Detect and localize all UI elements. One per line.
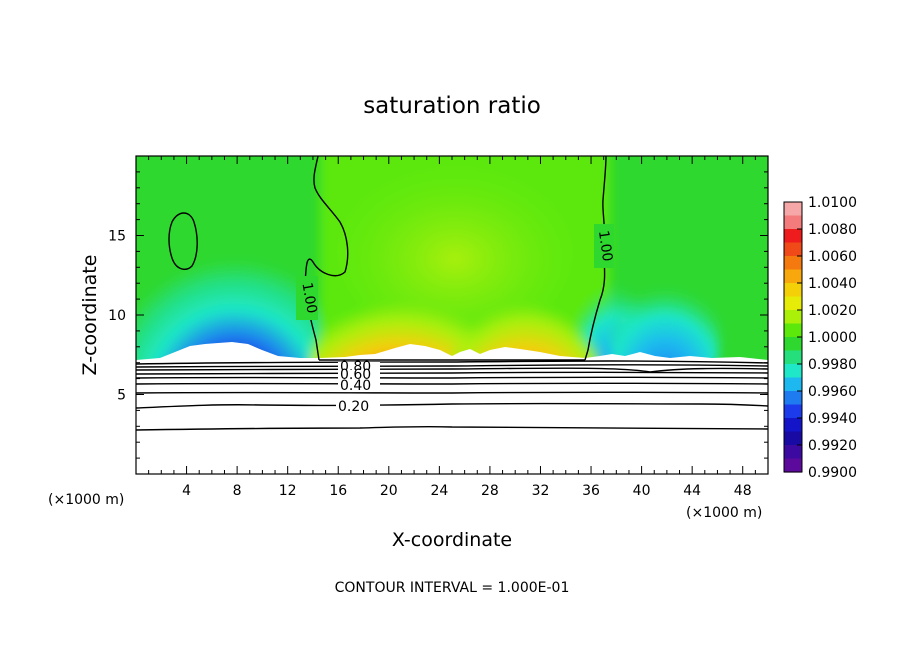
y-tick-label: 15 xyxy=(108,229,126,245)
colorbar-label: 0.9920 xyxy=(808,438,857,454)
contour-line xyxy=(136,364,768,368)
x-tick-label: 48 xyxy=(734,483,752,499)
surface-terrain xyxy=(136,342,768,474)
contour-line xyxy=(136,391,768,394)
colorbar-swatch xyxy=(784,458,802,473)
contour-label-bg xyxy=(336,399,380,412)
y-axis: 5 10 15 xyxy=(108,171,768,459)
colorbar-swatch xyxy=(784,418,802,433)
contour-line xyxy=(136,402,768,409)
contour-line xyxy=(136,425,768,431)
colorbar-swatch xyxy=(784,337,802,352)
colorbar-swatch xyxy=(784,350,802,365)
contour-line xyxy=(136,376,768,379)
x-tick-label: 40 xyxy=(633,483,651,499)
contour-label-bg xyxy=(338,362,380,372)
colorbar: 1.0100 1.0080 1.0060 1.0040 1.0020 1.0000 0.99… xyxy=(783,195,857,481)
x-tick-label: 16 xyxy=(329,483,347,499)
contour-label-bg xyxy=(338,380,380,391)
x-tick-label: 4 xyxy=(182,483,191,499)
colorbar-swatch xyxy=(784,215,802,230)
x-tick-label: 24 xyxy=(430,483,448,499)
x-axis: 4 8 12 16 20 24 28 32 36 40 44 48 xyxy=(148,156,756,499)
colorbar-swatch xyxy=(784,323,802,338)
x-tick-label: 20 xyxy=(380,483,398,499)
colorbar-swatch xyxy=(784,269,802,284)
colorbar-label: 1.0080 xyxy=(808,222,857,238)
colorbar-label: 0.9900 xyxy=(808,465,857,481)
contour-label: 1.00 xyxy=(298,281,319,314)
y-tick-label: 10 xyxy=(108,308,126,324)
contour-line xyxy=(136,382,768,385)
y-axis-label: Z-coordinate xyxy=(79,255,101,376)
colorbar-swatch xyxy=(784,256,802,271)
x-tick-label: 12 xyxy=(279,483,297,499)
contour-line xyxy=(136,367,768,373)
x-tick-label: 36 xyxy=(582,483,600,499)
colorbar-swatch xyxy=(784,242,802,257)
x-units-left: (×1000 m) xyxy=(48,492,124,508)
contour-line xyxy=(136,371,768,375)
contour-label: 0.60 xyxy=(340,367,371,383)
surface-contours xyxy=(136,360,768,431)
colorbar-label: 1.0060 xyxy=(808,249,857,265)
x-tick-label: 32 xyxy=(532,483,550,499)
contour-labels: 1.00 1.00 0.80 0.60 0.40 0.20 xyxy=(296,224,615,415)
colorbar-swatch xyxy=(784,377,802,392)
contour-label-bg xyxy=(296,276,318,320)
contour-line xyxy=(136,360,768,365)
colorbar-label: 1.0000 xyxy=(808,330,857,346)
contour-interval-note: CONTOUR INTERVAL = 1.000E-01 xyxy=(335,580,570,596)
x-tick-label: 44 xyxy=(683,483,701,499)
colorbar-swatch xyxy=(784,431,802,446)
colorbar-swatch xyxy=(784,202,802,217)
x-tick-label: 28 xyxy=(481,483,499,499)
y-tick-label: 5 xyxy=(117,388,126,404)
colorbar-swatch xyxy=(784,283,802,298)
colorbar-label: 1.0100 xyxy=(808,195,857,211)
colorbar-swatch xyxy=(784,310,802,325)
contour-label-bg xyxy=(338,370,380,380)
saturation-field xyxy=(136,156,768,474)
chart-title: saturation ratio xyxy=(363,93,541,119)
colorbar-swatch xyxy=(784,404,802,419)
x-axis-label: X-coordinate xyxy=(392,529,512,551)
colorbar-swatch xyxy=(784,296,802,311)
colorbar-swatch xyxy=(784,364,802,379)
contour-label: 0.40 xyxy=(340,378,371,394)
colorbar-swatch xyxy=(784,391,802,406)
colorbar-label: 0.9940 xyxy=(808,411,857,427)
x-tick-label: 8 xyxy=(233,483,242,499)
colorbar-label: 0.9980 xyxy=(808,357,857,373)
colorbar-label: 1.0020 xyxy=(808,303,857,319)
contour-label: 0.20 xyxy=(338,399,369,415)
x-units-right: (×1000 m) xyxy=(686,505,762,521)
contour-label: 1.00 xyxy=(595,229,615,262)
colorbar-label: 0.9960 xyxy=(808,384,857,400)
colorbar-swatch xyxy=(784,445,802,460)
colorbar-swatch xyxy=(784,229,802,244)
contour-label-bg xyxy=(594,224,614,268)
colorbar-label: 1.0040 xyxy=(808,276,857,292)
contour-line xyxy=(168,212,198,270)
